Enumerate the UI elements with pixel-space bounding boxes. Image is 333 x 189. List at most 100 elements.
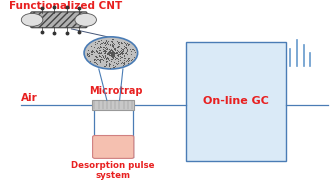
Point	[102, 41, 108, 44]
Point	[116, 46, 121, 49]
Point	[122, 45, 127, 48]
Point	[102, 46, 107, 49]
Point	[118, 55, 123, 58]
Point	[106, 49, 111, 52]
Point	[108, 51, 113, 54]
Point	[129, 58, 134, 61]
Point	[94, 56, 100, 59]
Point	[111, 57, 116, 60]
Point	[124, 43, 129, 46]
Point	[104, 57, 110, 60]
Point	[101, 54, 106, 57]
Point	[112, 51, 117, 54]
Point	[119, 47, 124, 50]
Point	[104, 50, 109, 53]
Point	[102, 53, 108, 56]
Point	[132, 48, 137, 51]
Point	[127, 42, 132, 45]
Point	[129, 47, 135, 50]
Point	[99, 41, 104, 44]
Point	[104, 56, 109, 59]
Point	[111, 65, 116, 68]
Point	[104, 39, 109, 42]
Point	[115, 63, 120, 66]
Point	[109, 51, 114, 54]
Point	[114, 62, 119, 65]
Point	[110, 45, 115, 48]
Point	[125, 42, 130, 45]
Point	[111, 55, 116, 58]
Point	[92, 61, 97, 64]
Point	[109, 50, 114, 53]
Point	[124, 60, 129, 63]
Point	[124, 48, 130, 51]
Point	[106, 51, 112, 54]
Point	[115, 61, 121, 64]
Point	[120, 52, 125, 55]
Point	[89, 52, 94, 55]
Point	[103, 58, 108, 61]
Point	[125, 57, 130, 60]
Point	[102, 41, 108, 44]
Point	[120, 56, 125, 59]
Point	[92, 45, 97, 48]
Point	[94, 50, 99, 53]
Point	[126, 57, 132, 60]
Point	[124, 44, 129, 47]
Point	[120, 52, 126, 55]
Point	[125, 59, 130, 62]
Point	[107, 52, 112, 55]
Point	[103, 55, 108, 58]
Point	[111, 53, 116, 56]
Point	[107, 66, 112, 69]
Point	[101, 41, 107, 44]
Point	[111, 50, 116, 53]
Point	[107, 42, 113, 45]
Point	[126, 58, 131, 61]
Point	[97, 39, 102, 42]
Point	[117, 58, 123, 61]
Point	[99, 56, 104, 59]
Point	[100, 53, 105, 57]
Point	[104, 53, 110, 56]
Point	[109, 55, 115, 58]
Point	[121, 45, 126, 48]
Point	[113, 50, 118, 53]
Point	[108, 55, 113, 58]
Circle shape	[75, 13, 97, 26]
Point	[123, 52, 128, 55]
Bar	[186, 42, 286, 161]
Point	[107, 54, 113, 57]
Point	[120, 50, 125, 53]
Point	[123, 51, 129, 54]
Point	[100, 58, 105, 61]
Point	[111, 54, 117, 57]
Point	[84, 52, 89, 55]
Point	[125, 50, 130, 53]
Point	[110, 49, 115, 52]
Point	[97, 49, 102, 52]
Point	[89, 44, 94, 47]
Point	[102, 50, 107, 53]
Point	[90, 48, 95, 51]
Point	[122, 54, 127, 57]
Point	[110, 51, 115, 54]
Point	[94, 46, 100, 49]
Point	[114, 46, 119, 49]
Point	[110, 66, 115, 69]
Point	[111, 47, 117, 50]
Point	[98, 50, 104, 53]
Point	[109, 51, 115, 54]
Point	[127, 47, 132, 50]
Point	[107, 62, 112, 65]
Point	[104, 40, 110, 43]
Point	[110, 43, 115, 46]
Point	[111, 51, 116, 54]
Point	[125, 59, 131, 62]
Point	[115, 45, 120, 48]
Point	[98, 45, 103, 48]
Point	[118, 50, 123, 53]
Point	[109, 52, 114, 55]
Point	[107, 64, 112, 67]
Point	[109, 39, 114, 42]
